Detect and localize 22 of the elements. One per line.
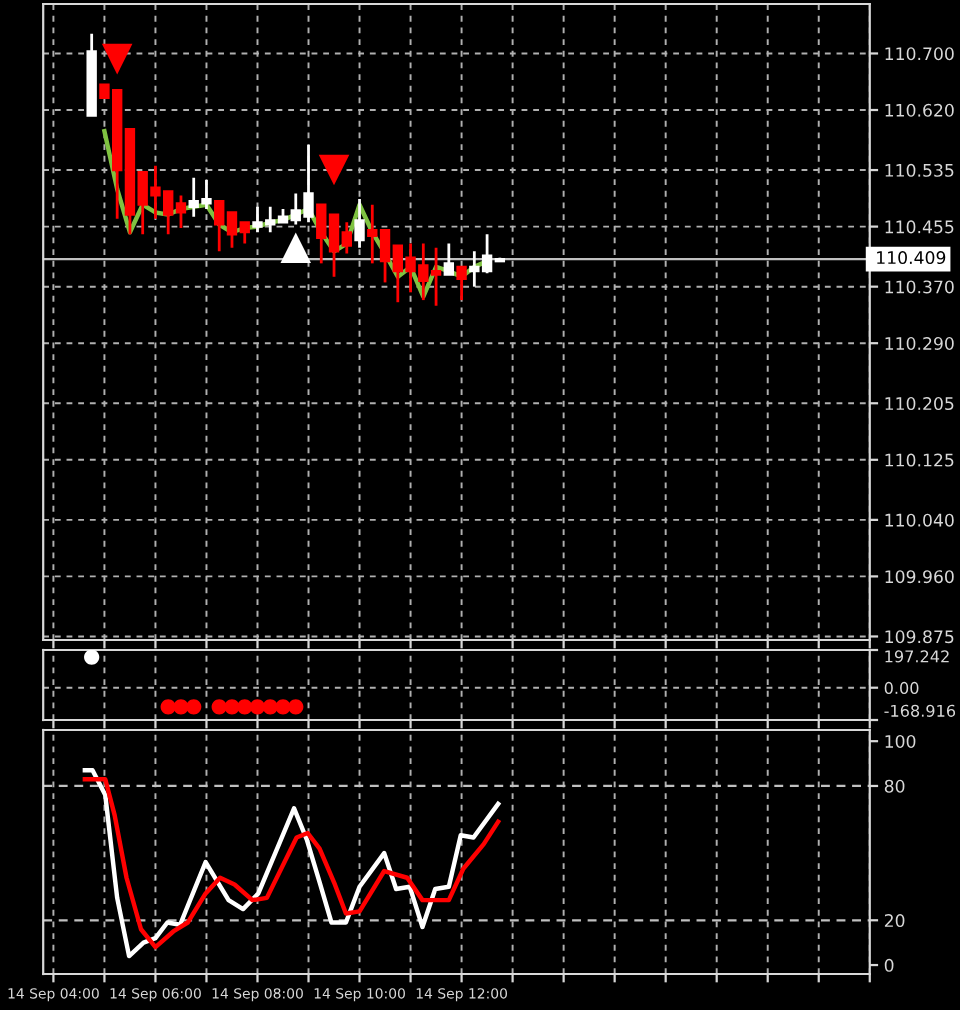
ref-line-label: 110.409 xyxy=(877,251,946,265)
y-tick-label: 110.455 xyxy=(885,220,954,234)
y-tick-label: 110.125 xyxy=(885,453,954,467)
y-tick-label: 100 xyxy=(885,734,916,748)
y-tick-label: 110.370 xyxy=(885,280,954,294)
candlestick xyxy=(443,242,455,277)
y-tick-label: 80 xyxy=(884,779,905,793)
y-tick-label: 110.700 xyxy=(885,47,954,61)
y-tick-label: 110.535 xyxy=(885,163,954,177)
y-tick-label: 0.00 xyxy=(884,681,919,695)
y-tick-label: 110.620 xyxy=(885,103,954,117)
y-tick-label: 20 xyxy=(884,914,905,928)
y-tick-label: 109.960 xyxy=(885,570,954,584)
y-tick-label: 197.242 xyxy=(885,650,949,663)
y-tick-label: -168.916 xyxy=(884,704,956,717)
y-tick-label: 110.290 xyxy=(885,336,954,350)
y-tick-label: 110.205 xyxy=(885,397,954,411)
y-tick-label: 109.875 xyxy=(885,630,954,644)
y-tick-label: 110.040 xyxy=(885,513,954,527)
y-tick-label: 0 xyxy=(884,958,894,972)
candlestick xyxy=(354,197,365,250)
candlestick xyxy=(456,265,467,302)
